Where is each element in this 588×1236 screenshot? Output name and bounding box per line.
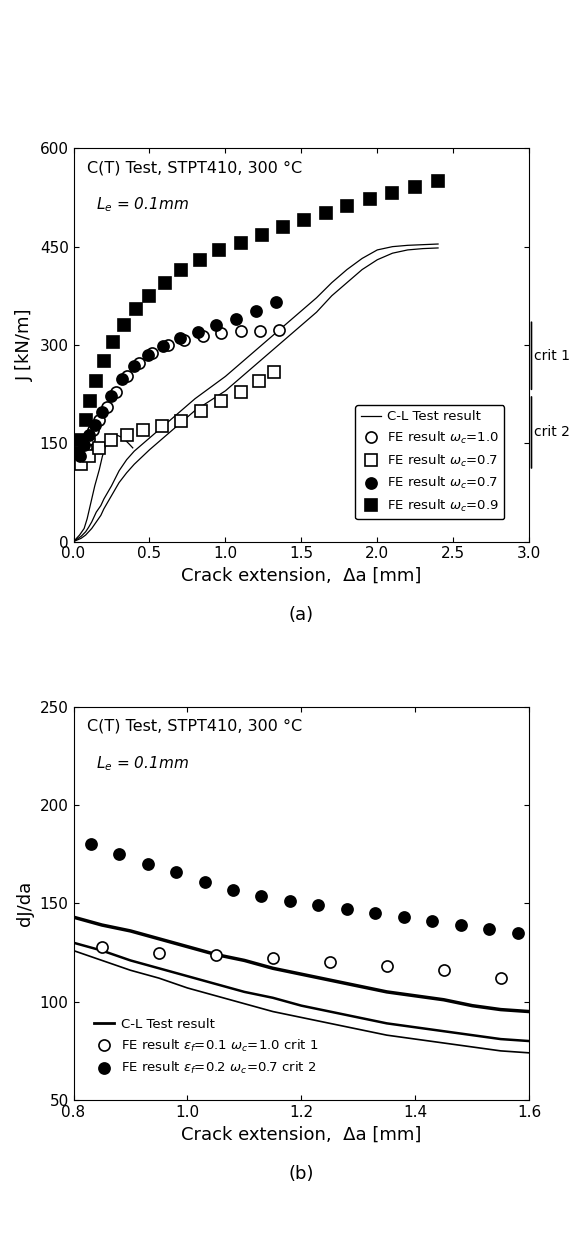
X-axis label: Crack extension,  Δa [mm]: Crack extension, Δa [mm] — [181, 567, 422, 585]
Legend: C-L Test result, FE result $\varepsilon_f$=0.1 $\omega_c$=1.0 crit 1, FE result : C-L Test result, FE result $\varepsilon_… — [89, 1012, 323, 1082]
Y-axis label: dJ/da: dJ/da — [16, 881, 34, 926]
Text: C(T) Test, STPT410, 300 °C: C(T) Test, STPT410, 300 °C — [87, 161, 302, 176]
Y-axis label: J [kN/m]: J [kN/m] — [16, 309, 34, 381]
Text: crit 2: crit 2 — [534, 425, 570, 439]
X-axis label: Crack extension,  Δa [mm]: Crack extension, Δa [mm] — [181, 1126, 422, 1143]
Legend: C-L Test result, FE result $\omega_c$=1.0, FE result $\omega_c$=0.7, FE result $: C-L Test result, FE result $\omega_c$=1.… — [356, 405, 505, 519]
Text: $L_e$ = 0.1mm: $L_e$ = 0.1mm — [96, 754, 189, 772]
Text: (a): (a) — [289, 606, 314, 624]
Text: (b): (b) — [289, 1164, 314, 1183]
Text: crit 1: crit 1 — [534, 349, 570, 362]
Text: C(T) Test, STPT410, 300 °C: C(T) Test, STPT410, 300 °C — [87, 718, 302, 733]
Text: $L_e$ = 0.1mm: $L_e$ = 0.1mm — [96, 195, 189, 214]
